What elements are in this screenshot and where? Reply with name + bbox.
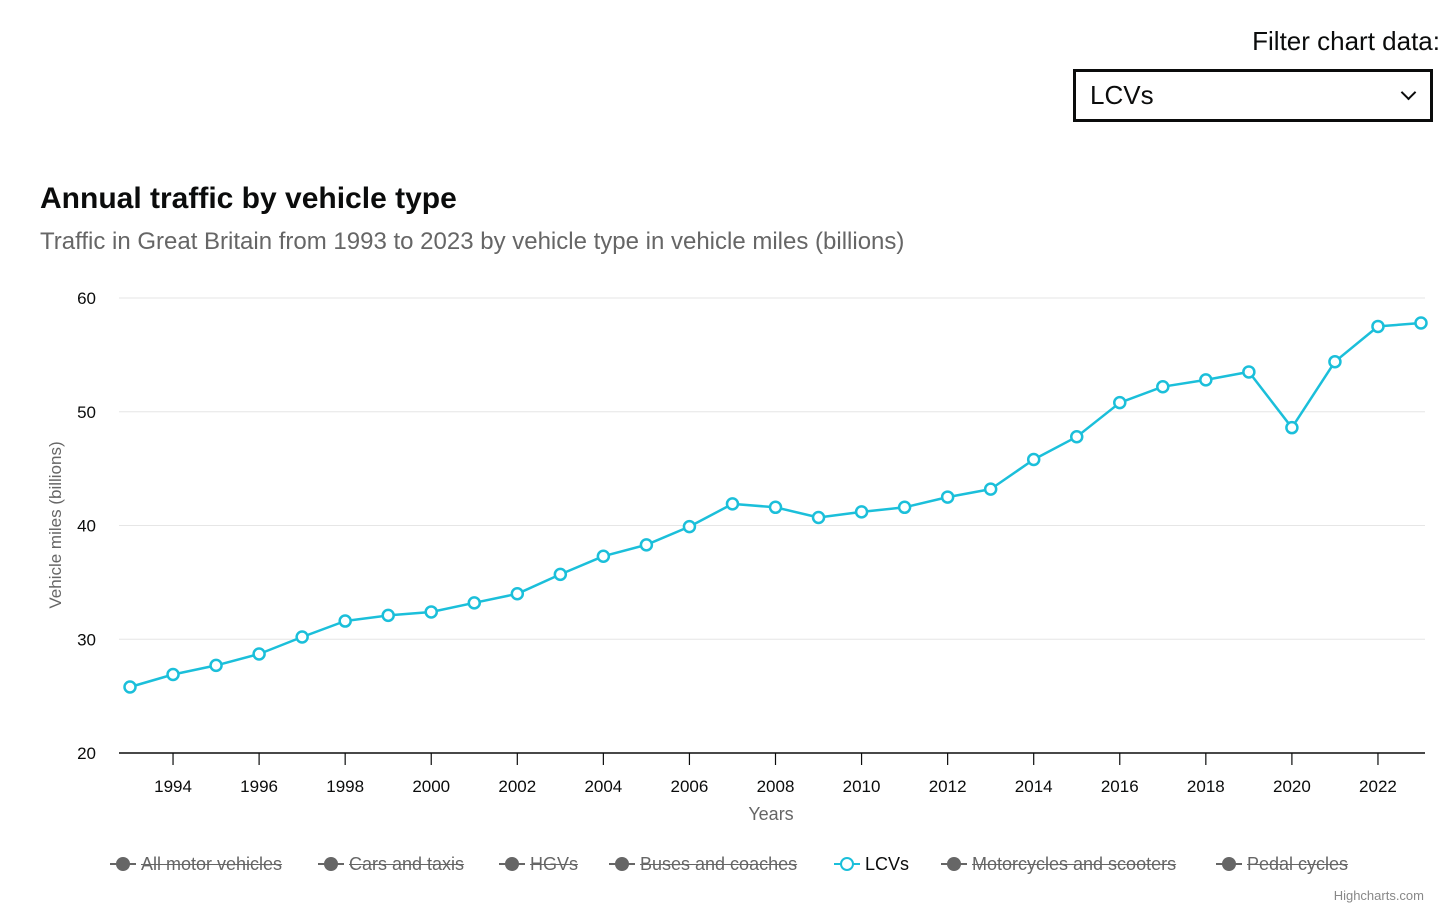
data-point	[166, 667, 180, 682]
legend-item-lcvs[interactable]: LCVs	[834, 850, 909, 878]
x-tick-label: 2018	[1187, 777, 1225, 796]
series-lcvs	[123, 316, 1428, 694]
filter-label: Filter chart data:	[1252, 26, 1440, 56]
data-point	[295, 630, 309, 644]
y-tick-label: 50	[77, 403, 96, 422]
legend-label: Cars and taxis	[349, 853, 465, 874]
legend-item-all-motor-vehicles[interactable]: All motor vehicles	[110, 850, 282, 878]
y-axis-ticks: 20 30 40 50 60	[77, 289, 96, 763]
x-tick-label: 2000	[412, 777, 450, 796]
x-tick-label: 2014	[1015, 777, 1053, 796]
x-tick-label: 2020	[1273, 777, 1311, 796]
x-tick-label: 2016	[1101, 777, 1139, 796]
legend-label: Motorcycles and scooters	[972, 853, 1177, 874]
legend-label: Pedal cycles	[1247, 853, 1349, 874]
data-point	[854, 505, 869, 519]
y-tick-label: 20	[77, 744, 96, 763]
data-point	[1328, 354, 1342, 369]
x-tick-label: 1994	[154, 777, 192, 796]
chart-title: Annual traffic by vehicle type	[40, 182, 457, 215]
data-point	[209, 658, 223, 673]
data-point	[510, 587, 525, 601]
x-axis: 1994 1996 1998 2000 2002 2004 2006 2008 2010 2012…	[119, 752, 1425, 796]
x-tick-label: 2004	[584, 777, 622, 796]
legend-item-motorcycles-and-scooters[interactable]: Motorcycles and scooters	[941, 850, 1176, 878]
y-axis-label: Vehicle miles (billions)	[46, 441, 65, 608]
y-tick-label: 40	[77, 517, 96, 536]
x-tick-label: 2002	[498, 777, 536, 796]
legend-label: Buses and coaches	[640, 853, 798, 874]
data-point	[682, 519, 697, 534]
data-point	[1069, 430, 1084, 444]
data-point	[725, 497, 740, 511]
y-tick-label: 60	[77, 289, 96, 308]
gridlines	[119, 297, 1425, 640]
legend-label: LCVs	[865, 853, 910, 874]
legend-item-hgvs[interactable]: HGVs	[499, 850, 578, 878]
legend-marker-icon	[499, 850, 525, 878]
x-tick-label: 2006	[671, 777, 709, 796]
legend-item-cars-and-taxis[interactable]: Cars and taxis	[318, 850, 464, 878]
legend: All motor vehicles Cars and taxis HGVs B…	[0, 850, 1456, 880]
data-point	[1285, 420, 1299, 435]
data-point	[940, 490, 955, 504]
data-point	[811, 510, 826, 525]
legend-marker-icon	[609, 850, 635, 878]
x-axis-label: Years	[748, 804, 793, 824]
y-tick-label: 30	[77, 630, 96, 649]
data-point	[338, 614, 352, 628]
legend-marker-icon	[318, 850, 344, 878]
data-point	[897, 500, 912, 515]
legend-marker-icon	[941, 850, 967, 878]
data-point	[639, 538, 654, 552]
data-point	[768, 500, 783, 515]
x-tick-label: 2008	[757, 777, 795, 796]
data-point	[596, 549, 611, 563]
data-point	[1026, 452, 1041, 467]
data-point	[1414, 316, 1428, 330]
chart-subtitle: Traffic in Great Britain from 1993 to 20…	[40, 228, 905, 255]
filter-dropdown[interactable]: LCVs	[1073, 69, 1433, 122]
data-point	[381, 608, 395, 623]
data-point	[983, 482, 998, 496]
x-tick-label: 2012	[929, 777, 967, 796]
credits-link[interactable]: Highcharts.com	[1333, 888, 1424, 903]
x-tick-label: 2010	[843, 777, 881, 796]
data-point	[553, 567, 568, 582]
data-point	[1156, 379, 1170, 394]
legend-marker-icon	[110, 850, 136, 878]
data-point	[123, 680, 137, 694]
x-tick-label: 1996	[240, 777, 278, 796]
legend-item-pedal-cycles[interactable]: Pedal cycles	[1216, 850, 1348, 878]
data-point	[252, 647, 266, 661]
data-point	[1371, 319, 1385, 334]
legend-label: All motor vehicles	[141, 853, 283, 874]
data-point	[424, 605, 438, 619]
x-tick-label: 2022	[1359, 777, 1397, 796]
legend-label: HGVs	[530, 853, 579, 874]
data-point	[467, 596, 482, 610]
data-point	[1113, 395, 1127, 410]
legend-item-buses-and-coaches[interactable]: Buses and coaches	[609, 850, 797, 878]
legend-marker-icon	[1216, 850, 1242, 878]
data-point	[1199, 373, 1213, 387]
x-tick-label: 1998	[326, 777, 364, 796]
filter-selected-value: LCVs	[1090, 80, 1154, 110]
legend-marker-icon	[834, 850, 860, 878]
data-point	[1242, 365, 1256, 379]
